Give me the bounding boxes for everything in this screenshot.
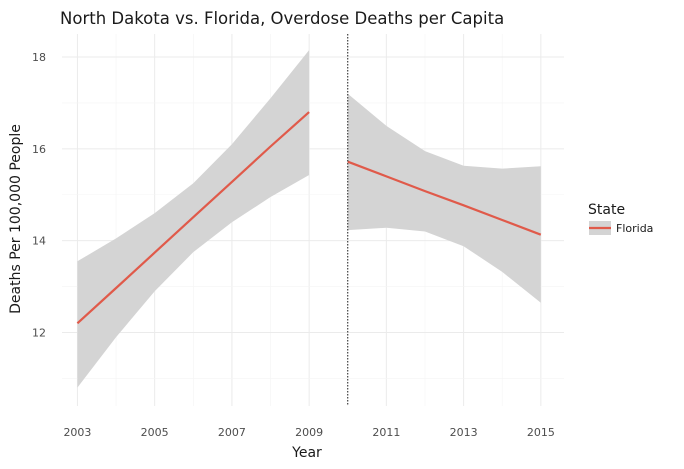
x-axis-label: Year — [291, 445, 322, 461]
y-axis-ticks: 12 14 16 18 — [32, 51, 46, 340]
x-tick-label: 2005 — [141, 426, 169, 439]
y-tick-label: 14 — [32, 235, 46, 248]
x-tick-label: 2013 — [450, 426, 478, 439]
series-lines — [76, 111, 542, 325]
x-tick-label: 2003 — [63, 426, 91, 439]
y-tick-label: 18 — [32, 51, 46, 64]
y-axis-label: Deaths Per 100,000 People — [8, 124, 24, 314]
series-line-segment-2 — [347, 160, 542, 236]
x-axis-ticks: 2003 2005 2007 2009 2011 2013 2015 — [63, 426, 554, 439]
legend-entries: Florida — [589, 221, 653, 235]
legend-title: State — [588, 202, 625, 218]
confidence-ribbon-segment-1 — [77, 50, 310, 388]
legend: State Florida — [588, 202, 653, 235]
y-tick-label: 16 — [32, 143, 46, 156]
series-line-segment-1 — [76, 111, 310, 325]
grid — [62, 34, 564, 406]
x-tick-label: 2009 — [295, 426, 323, 439]
x-tick-label: 2015 — [527, 426, 555, 439]
chart-title: North Dakota vs. Florida, Overdose Death… — [60, 9, 504, 28]
y-tick-label: 12 — [32, 327, 46, 340]
x-tick-label: 2007 — [218, 426, 246, 439]
x-tick-label: 2011 — [372, 426, 400, 439]
legend-entry-label: Florida — [616, 222, 653, 235]
